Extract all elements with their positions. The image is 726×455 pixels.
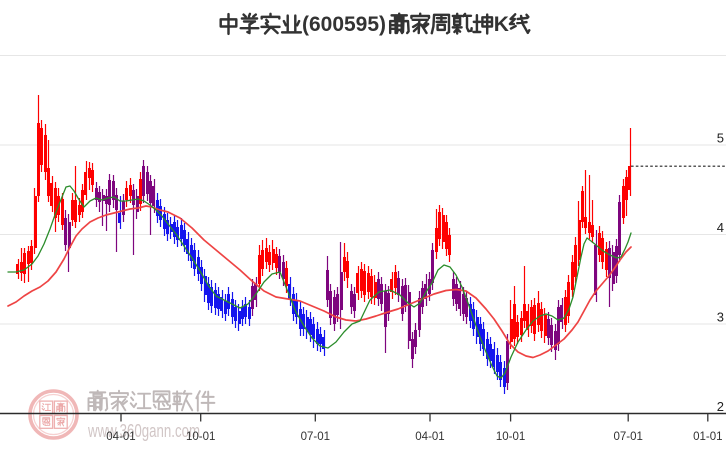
svg-text:07-01: 07-01 <box>301 431 330 443</box>
svg-text:04-01: 04-01 <box>415 431 444 443</box>
svg-text:07-01: 07-01 <box>613 431 642 443</box>
svg-text:10-01: 10-01 <box>496 431 525 443</box>
svg-text:04-01: 04-01 <box>106 431 135 443</box>
svg-text:(600595): (600595) <box>302 13 386 36</box>
svg-text:01-01: 01-01 <box>693 431 722 443</box>
svg-text:3: 3 <box>717 309 724 324</box>
svg-text:5: 5 <box>717 130 724 145</box>
svg-text:4: 4 <box>717 220 724 235</box>
svg-text:2: 2 <box>717 399 724 414</box>
svg-text:www.360gann.com: www.360gann.com <box>87 420 200 441</box>
svg-text:10-01: 10-01 <box>186 431 215 443</box>
svg-text:K: K <box>494 13 509 36</box>
